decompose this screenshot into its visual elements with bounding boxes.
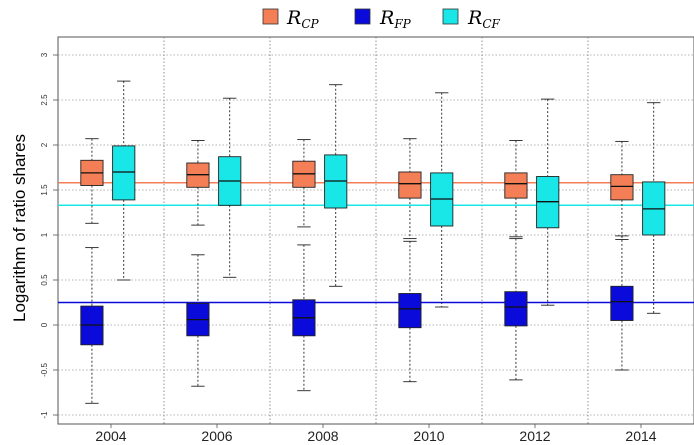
grid-layer [58,37,694,424]
legend-swatch-rfp [354,8,371,25]
x-tick-label: 2010 [413,428,444,444]
box-fp-2008 [292,244,316,392]
x-tick-label: 2004 [95,428,126,444]
box-cf-2006 [218,97,242,278]
legend-swatch-rcf [442,8,459,25]
box-iqr [112,145,136,201]
boxes-layer [80,80,666,404]
box-fp-2004 [80,247,104,404]
y-tick-label: -0.5 [40,363,49,377]
box-cp-2006 [186,140,210,226]
box-cf-2014 [642,102,666,314]
box-iqr [504,172,528,199]
box-fp-2012 [504,238,528,381]
x-tick-label: 2012 [519,428,550,444]
box-iqr [504,291,528,327]
y-axis-label: Logarithm of ratio shares [10,134,29,322]
box-fp-2006 [186,254,210,387]
box-fp-2014 [610,235,634,371]
legend: RCP RFP RCF [262,7,500,31]
box-cp-2010 [398,138,422,240]
x-tick-label: 2008 [307,428,338,444]
legend-swatch-rcp [262,8,279,25]
legend-label-rfp: RFP [379,7,412,31]
box-cp-2014 [610,140,634,240]
axis-layer: -1 -0.5 0 0.5 1 1.5 2 2.5 3 2004 2006 2008 2010 2012 2… [40,52,657,444]
box-cf-2004 [112,80,136,281]
box-iqr [398,293,422,329]
x-tick-label: 2006 [201,428,232,444]
legend-label-rcp: RCP [286,7,319,31]
box-iqr [398,171,422,199]
box-cf-2008 [324,84,348,287]
x-tick-label: 2014 [625,428,656,444]
box-cp-2008 [292,139,316,228]
box-cf-2010 [430,92,454,308]
box-cp-2004 [80,138,104,224]
legend-label-rcf: RCF [467,7,500,31]
box-iqr [610,174,634,201]
y-tick-label: 1 [40,232,49,237]
box-fp-2010 [398,240,422,383]
y-tick-label: -1 [40,411,49,419]
reference-lines [58,182,694,304]
y-tick-label: 0 [40,322,49,327]
box-iqr [610,285,634,321]
y-tick-label: 2 [40,142,49,147]
box-cp-2012 [504,140,528,238]
y-tick-label: 2.5 [40,94,49,106]
y-tick-label: 3 [40,52,49,57]
y-tick-label: 0.5 [40,274,49,286]
box-cf-2012 [536,98,560,306]
y-tick-label: 1.5 [40,184,49,196]
